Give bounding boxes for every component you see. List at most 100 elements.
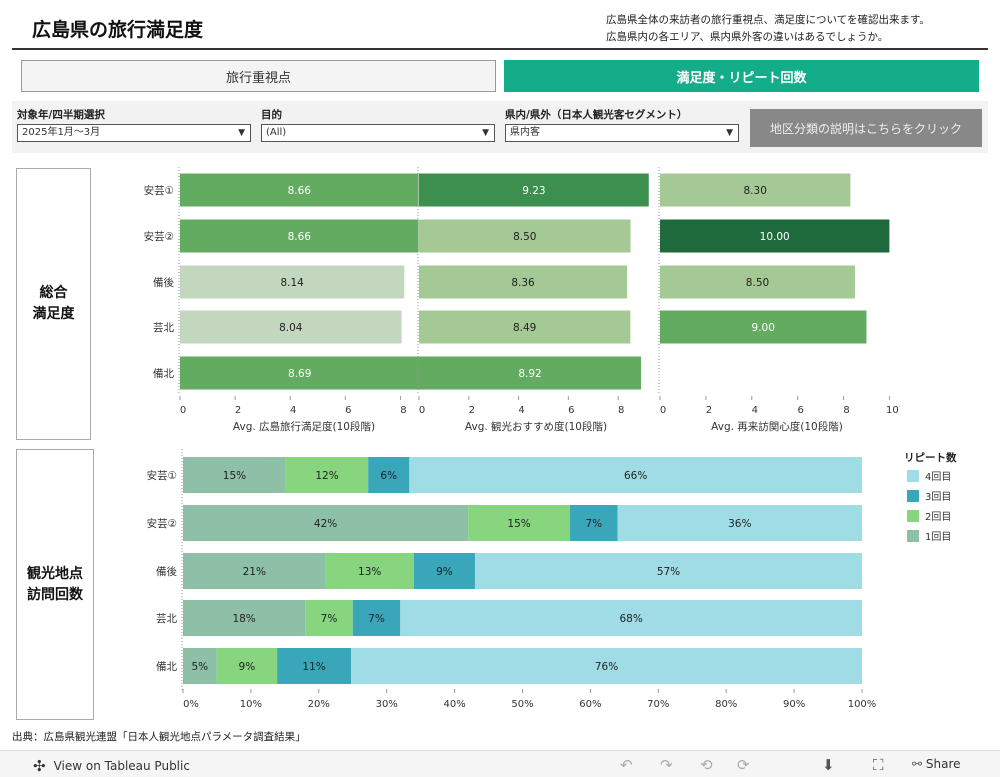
stacked-segment [183,600,306,636]
undo-icon[interactable]: ↶ [620,756,633,774]
category-label: 芸北 [153,321,174,334]
axis-title: Avg. 広島旅行満足度(10段階) [233,420,375,433]
data-label: 57% [657,566,680,578]
stacked-segment [183,505,469,541]
stacked-segment [400,600,862,636]
tick-label: 0 [419,405,425,416]
bar [660,310,867,344]
data-label: 5% [191,661,208,673]
legend-title: リピート数 [904,451,957,464]
revert-icon[interactable]: ⟲ [700,756,713,774]
data-label: 8.69 [288,368,311,380]
share-button[interactable]: ⚯ Share [912,757,961,771]
tick-label: 4 [752,405,758,416]
data-label: 8.50 [746,277,769,289]
stacked-segment [413,553,475,589]
tick-label: 0 [660,405,666,416]
data-label: 8.92 [518,368,541,380]
legend-label: 4回目 [925,471,951,483]
bar [180,356,420,390]
source-note: 出典：広島県観光連盟「日本人観光地点パラメータ調査結果」 [12,731,306,743]
legend-swatch [907,510,919,522]
bar [180,173,419,207]
data-label: 9.23 [522,185,545,197]
legend-label: 3回目 [925,491,951,503]
data-label: 8.14 [280,277,304,289]
stacked-segment [570,505,618,541]
segment-select[interactable]: 県内客 ▼ [505,124,739,142]
data-label: 8.50 [513,231,536,243]
download-icon[interactable]: ⬇ [822,756,835,774]
stacked-segment [468,505,571,541]
title-divider [12,48,988,50]
visits-row-header: 観光地点 訪問回数 [16,449,94,720]
data-label: 8.66 [288,185,312,197]
row-header-line: 観光地点 [27,565,83,582]
tick-label: 0% [183,699,199,710]
data-label: 6% [380,470,397,482]
tick-label: 2 [469,405,475,416]
legend-swatch [907,470,919,482]
tick-label: 10 [886,405,899,416]
period-select[interactable]: 2025年1月～3月 ▼ [17,124,251,142]
data-label: 8.04 [279,322,303,334]
stacked-segment [183,457,286,493]
refresh-icon[interactable]: ⟳ [737,756,750,774]
data-label: 9% [436,566,453,578]
stacked-segment [216,648,278,684]
category-label: 芸北 [156,612,177,625]
bar [660,265,855,299]
stacked-segment [183,648,217,684]
data-label: 8.30 [744,185,767,197]
tick-label: 8 [400,405,406,416]
purpose-select-value: (All) [266,127,287,138]
tick-label: 80% [715,699,737,710]
tab-satisfaction-repeat[interactable]: 満足度・リピート回数 [504,60,979,92]
stacked-segment [351,648,862,684]
satisfaction-row-header: 総合 満足度 [16,168,91,440]
tick-label: 20% [308,699,330,710]
tick-label: 4 [290,405,296,416]
dropdown-arrow-icon: ▼ [482,128,489,138]
data-label: 9.00 [752,322,775,334]
tick-label: 0 [180,405,186,416]
category-label: 備北 [153,367,174,380]
tableau-public-link[interactable]: ✣ View on Tableau Public [33,757,190,775]
stacked-segment [617,505,862,541]
legend-label: 2回目 [925,511,951,523]
bar [419,173,649,207]
dropdown-arrow-icon: ▼ [726,128,733,138]
description-line-2: 広島県内の各エリア、県内県外客の違いはあるでしょうか。 [606,31,889,43]
tab-travel-priorities[interactable]: 旅行重視点 [21,60,496,92]
tick-label: 4 [518,405,524,416]
tick-label: 6 [797,405,803,416]
data-label: 7% [321,613,338,625]
bar [419,310,631,344]
row-header-line: 満足度 [32,306,75,322]
stacked-segment [474,553,862,589]
tick-label: 6 [345,405,351,416]
axis-title: Avg. 再来訪関心度(10段階) [711,420,843,433]
category-label: 安芸① [144,184,174,197]
category-label: 安芸① [147,469,177,482]
redo-icon[interactable]: ↷ [660,756,673,774]
area-info-button[interactable]: 地区分類の説明はこちらをクリック [750,109,982,147]
stacked-segment [285,457,369,493]
data-label: 21% [243,566,266,578]
purpose-select[interactable]: (All) ▼ [261,124,495,142]
data-label: 13% [358,566,381,578]
stacked-segment [305,600,353,636]
row-header-line: 訪問回数 [27,586,83,603]
period-filter-label: 対象年/四半期選択 [17,109,105,121]
category-label: 備北 [156,660,177,673]
data-label: 18% [232,613,255,625]
fullscreen-icon[interactable]: ⛶ [873,756,884,774]
category-label: 備後 [153,276,174,289]
tick-label: 60% [579,699,601,710]
tableau-toolbar [0,750,1000,777]
tick-label: 50% [511,699,533,710]
data-label: 66% [624,470,647,482]
segment-select-value: 県内客 [510,127,540,138]
bar [660,219,890,253]
